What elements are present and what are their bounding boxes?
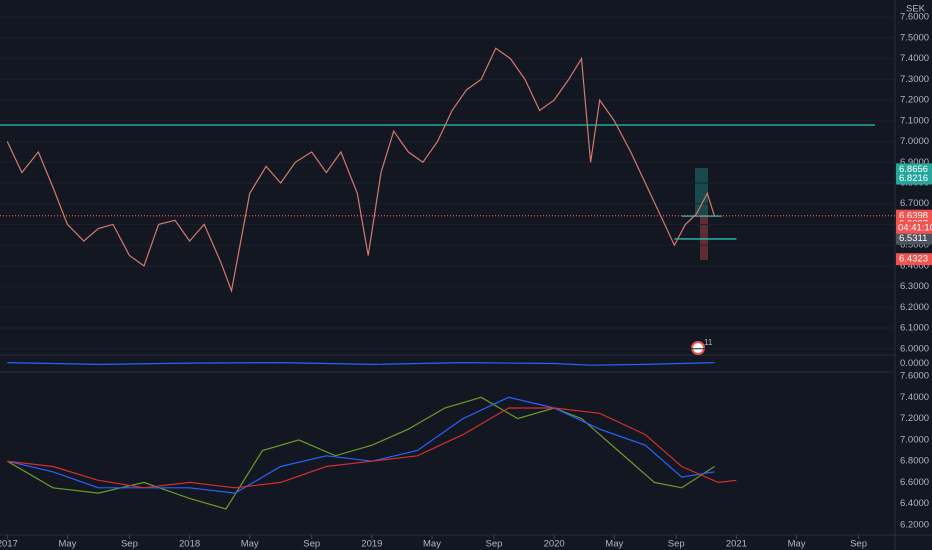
x-tick-label: May	[788, 539, 806, 550]
alert-count[interactable]: 11	[704, 338, 713, 347]
price-tag-label: 6.6398	[899, 211, 928, 222]
y-tick-label: 6.4000	[900, 260, 929, 271]
series-line	[6, 396, 715, 510]
x-tick-label: 2018	[179, 539, 200, 550]
x-tick-label: Sep	[303, 539, 320, 550]
y-tick-label: 7.0000	[900, 434, 929, 445]
y-tick-label: 7.4000	[900, 392, 929, 403]
price-tag	[896, 172, 932, 185]
x-tick-label: Sep	[121, 539, 138, 550]
x-tick-label: 2021	[726, 539, 747, 550]
y-tick-label: 7.5000	[900, 32, 929, 43]
y-tick-label: 7.4000	[900, 53, 929, 64]
x-tick-label: 2020	[544, 539, 565, 550]
y-tick-label: 6.5000	[900, 240, 929, 251]
long-position-target[interactable]	[695, 168, 708, 215]
x-tick-label: Sep	[668, 539, 685, 550]
x-tick-label: 2019	[361, 539, 382, 550]
y-tick-label: 6.2000	[900, 520, 929, 531]
y-tick-label: 7.1000	[900, 115, 929, 126]
x-tick-label: Sep	[850, 539, 867, 550]
y-tick-label: 6.9000	[900, 157, 929, 168]
countdown-tag	[896, 221, 932, 234]
price-tag	[896, 232, 932, 245]
x-tick-label: 2017	[0, 539, 18, 550]
x-tick-label: Sep	[486, 539, 503, 550]
currency-label: SEK	[906, 4, 926, 15]
y-tick-label: 6.8000	[900, 456, 929, 467]
y-tick-label: 7.3000	[900, 74, 929, 85]
price-tag-label: 6.8216	[899, 173, 928, 184]
x-tick-label: May	[423, 539, 441, 550]
y-tick-label: 7.6000	[900, 12, 929, 23]
x-tick-label: May	[241, 539, 259, 550]
countdown-label: 04:41:10	[898, 222, 932, 233]
alert-icon[interactable]	[691, 341, 705, 355]
y-tick-label: 7.2000	[900, 95, 929, 106]
y-tick-label: 6.2000	[900, 302, 929, 313]
series-line	[7, 361, 715, 366]
y-tick-label: 6.4000	[900, 498, 929, 509]
price-tag	[896, 163, 932, 176]
y-tick-label: 6.0000	[900, 343, 929, 354]
price-tag-label: 6.4323	[899, 254, 928, 265]
y-tick-label: 7.0000	[900, 136, 929, 147]
y-tick-label: 6.3000	[900, 281, 929, 292]
price-tag	[896, 253, 932, 266]
y-tick-label: 0.0000	[900, 358, 929, 369]
y-tick-label: 7.2000	[900, 413, 929, 424]
x-tick-label: May	[58, 539, 76, 550]
y-tick-label: 7.6000	[900, 371, 929, 382]
series-line	[7, 407, 737, 489]
series-line	[6, 47, 716, 294]
price-tag-label: 6.8656	[899, 164, 928, 175]
y-tick-label: 6.7000	[900, 198, 929, 209]
y-tick-label: 6.1000	[900, 323, 929, 334]
y-tick-label: 6.6000	[900, 477, 929, 488]
x-tick-label: May	[605, 539, 623, 550]
long-position-stop[interactable]	[700, 215, 708, 260]
price-tag-label: 6.5311	[899, 233, 927, 244]
